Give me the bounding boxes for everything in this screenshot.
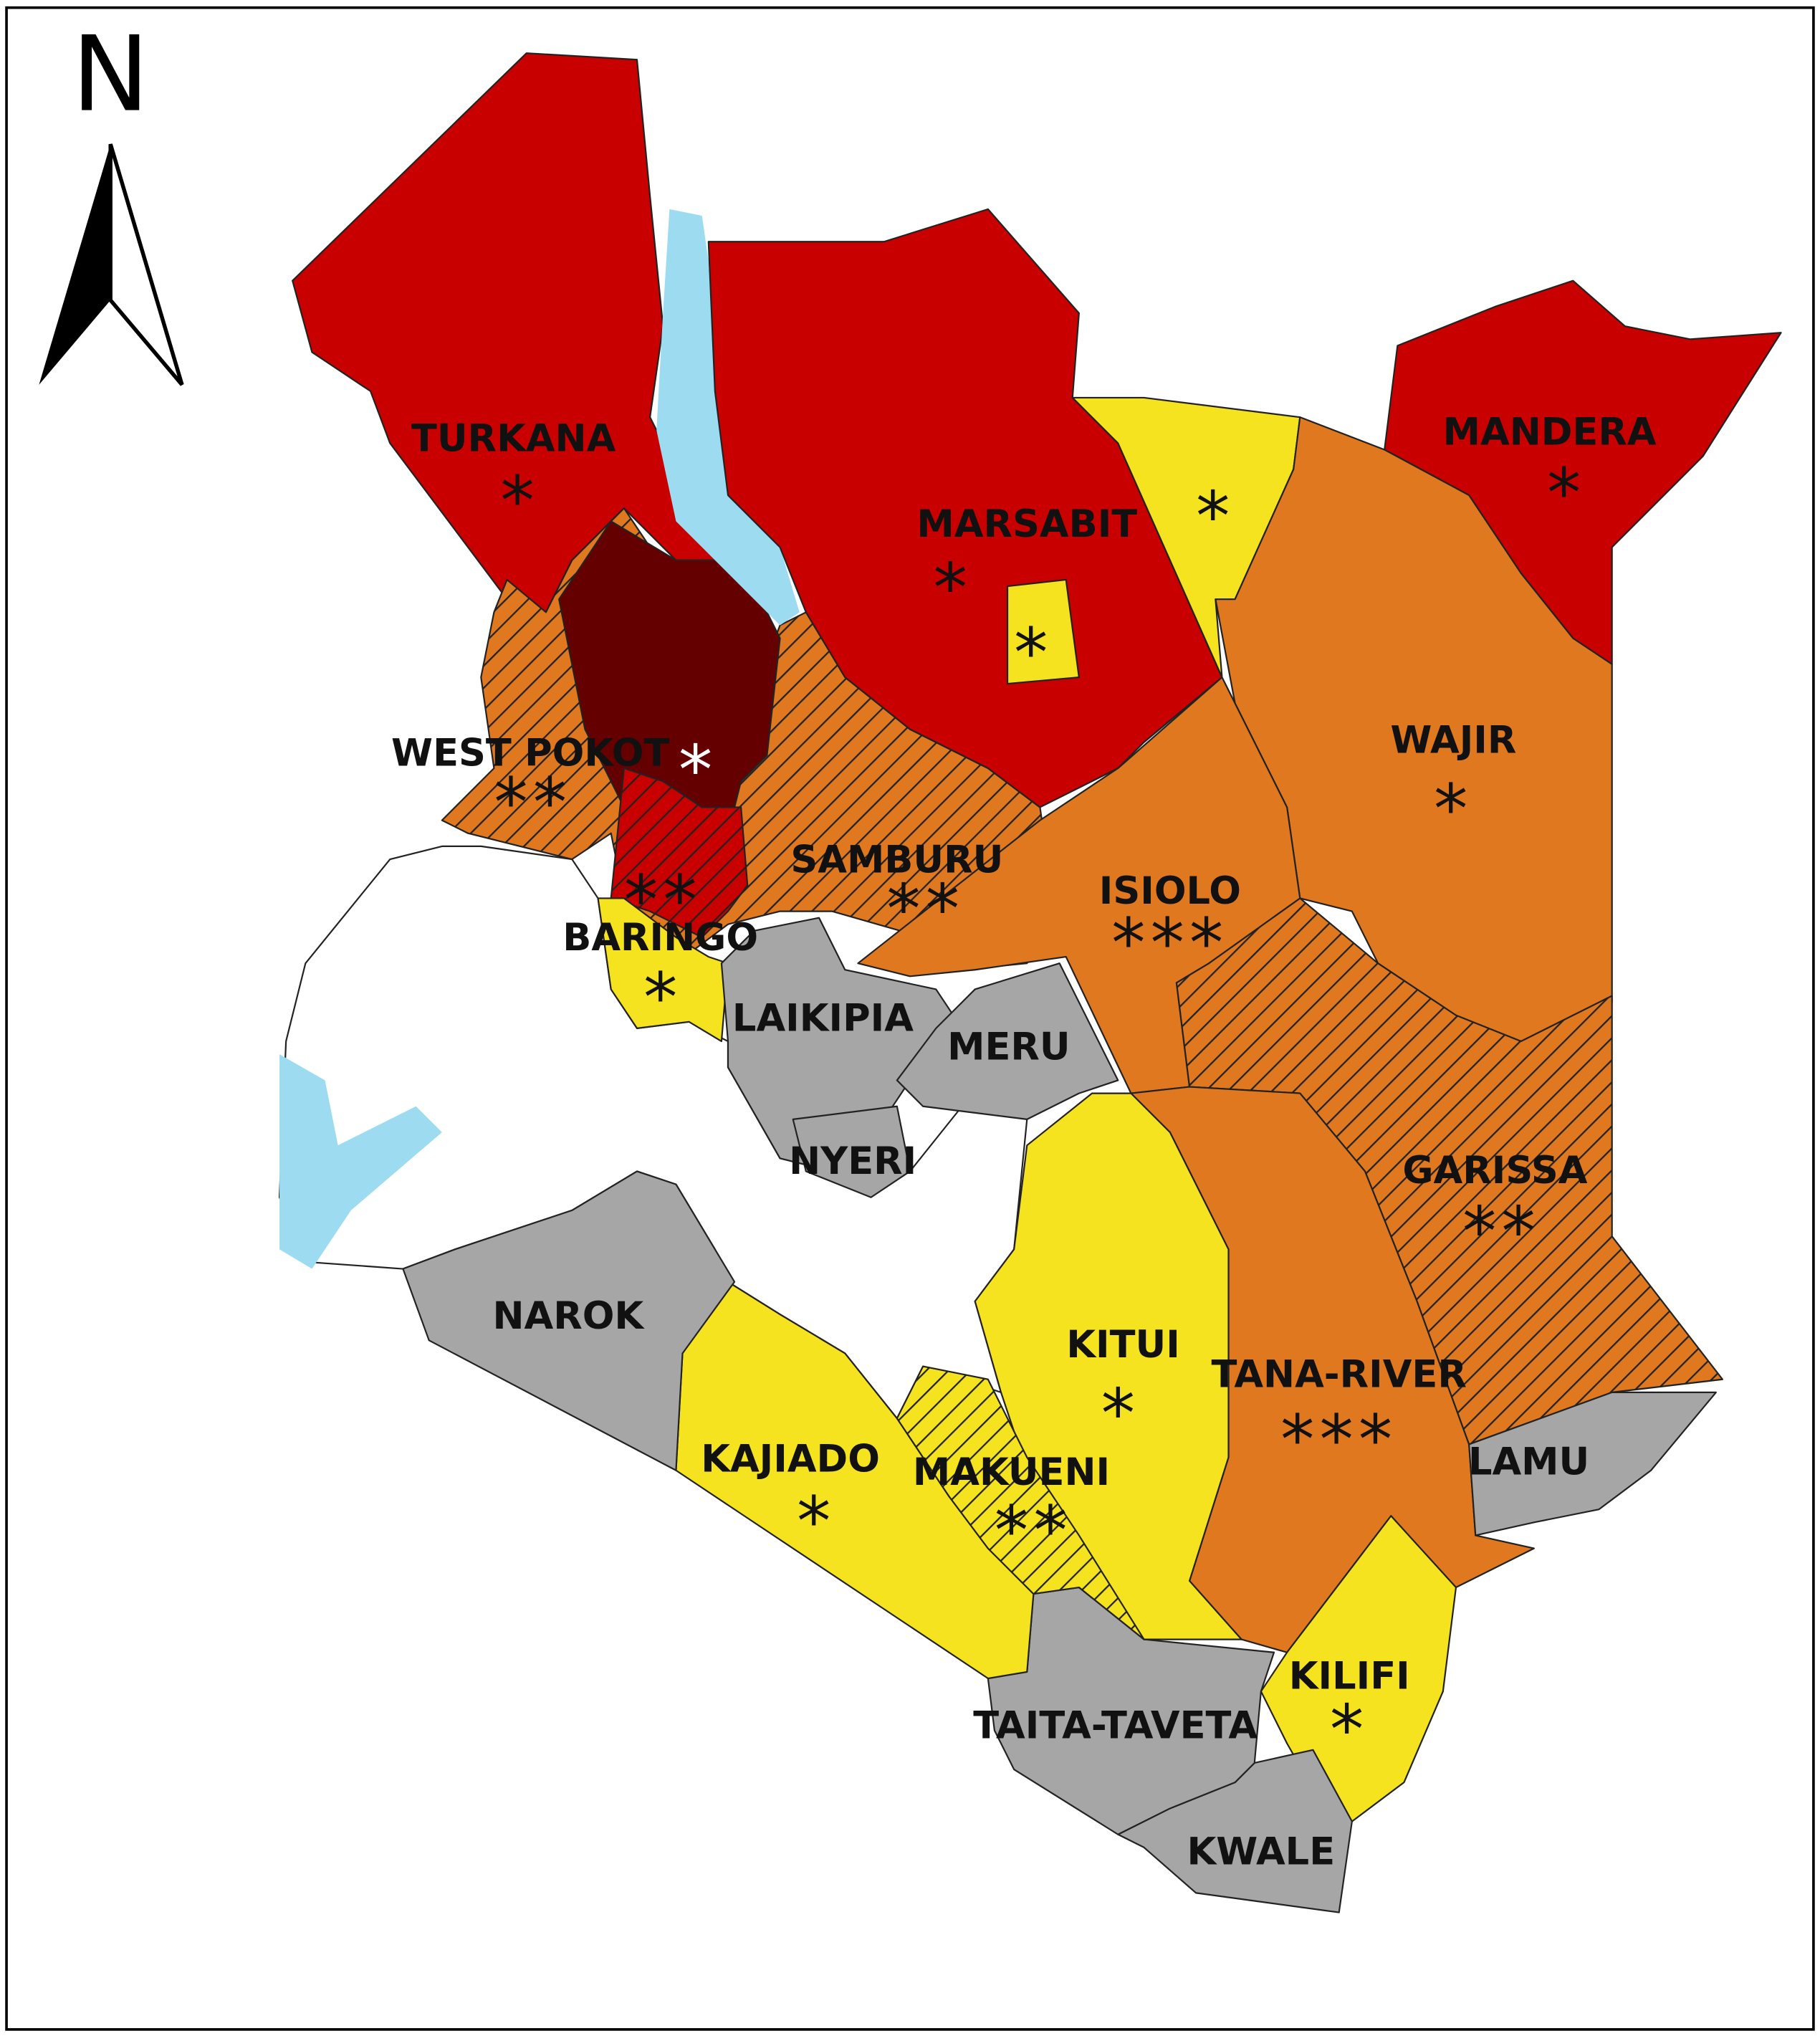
lamu [1468,1391,1717,1536]
region-label: KILIFI [1289,1655,1410,1698]
north-label: N [72,14,150,135]
region-label: KAJIADO [701,1438,880,1481]
kilifi [1260,1515,1457,1822]
region-label: WAJIR [1390,718,1516,762]
counties [278,52,1782,1913]
region-label: WEST POKOT [391,732,669,775]
region-label: ISIOLO [1099,869,1241,913]
region-label: NYERI [789,1139,916,1183]
lake-turkana [656,209,800,626]
marsabit-yellow [1006,578,1080,685]
region-label: BARINGO [562,916,758,960]
region-marker: * [643,958,682,1037]
region-label: LAMU [1468,1440,1589,1483]
region-label: NAROK [492,1294,645,1338]
region-marker: ** [494,763,572,842]
region-marker: * [934,549,972,628]
marker: ** [624,861,702,940]
meru [896,962,1119,1120]
narok [402,1170,736,1471]
taita-taveta [987,1586,1275,1835]
region-label: MERU [947,1026,1071,1069]
region-label: TURKANA [411,416,616,460]
region-marker: *** [1111,904,1228,983]
region-marker: * [501,462,540,540]
region-marker: * [1101,1375,1140,1453]
lake-victoria [279,1054,442,1269]
region-marker: ** [995,1491,1073,1570]
region-marker: *** [1280,1400,1397,1479]
region-marker: * [1434,770,1472,849]
region-label: KWALE [1187,1830,1336,1874]
nyeri [792,1105,911,1198]
marker: * [1014,614,1053,693]
region-label: MANDERA [1443,410,1657,454]
region-label: MARSABIT [916,502,1137,546]
region-label: LAIKIPIA [732,997,914,1041]
arrow-right [108,143,184,386]
region-label: SAMBURU [790,838,1003,881]
labels: TURKANA* MARSABIT*MANDERA*WEST POKOT**BAR… [391,410,1657,1873]
region-label: TANA-RIVER [1212,1353,1467,1397]
region-marker: ** [886,870,964,949]
region-label: MAKUENI [913,1450,1110,1494]
region-marker: ** [1462,1192,1541,1271]
region-marker: * [1547,454,1586,533]
marker: * [679,731,717,810]
region-marker: * [1330,1691,1369,1769]
region-label: GARISSA [1402,1149,1587,1192]
region-marker: * [797,1483,835,1562]
region-label: TAITA-TAVETA [973,1704,1258,1748]
marsabit [707,208,1223,808]
marker: * [1196,477,1235,556]
region-label: KITUI [1066,1323,1180,1367]
makueni [896,1365,1145,1640]
